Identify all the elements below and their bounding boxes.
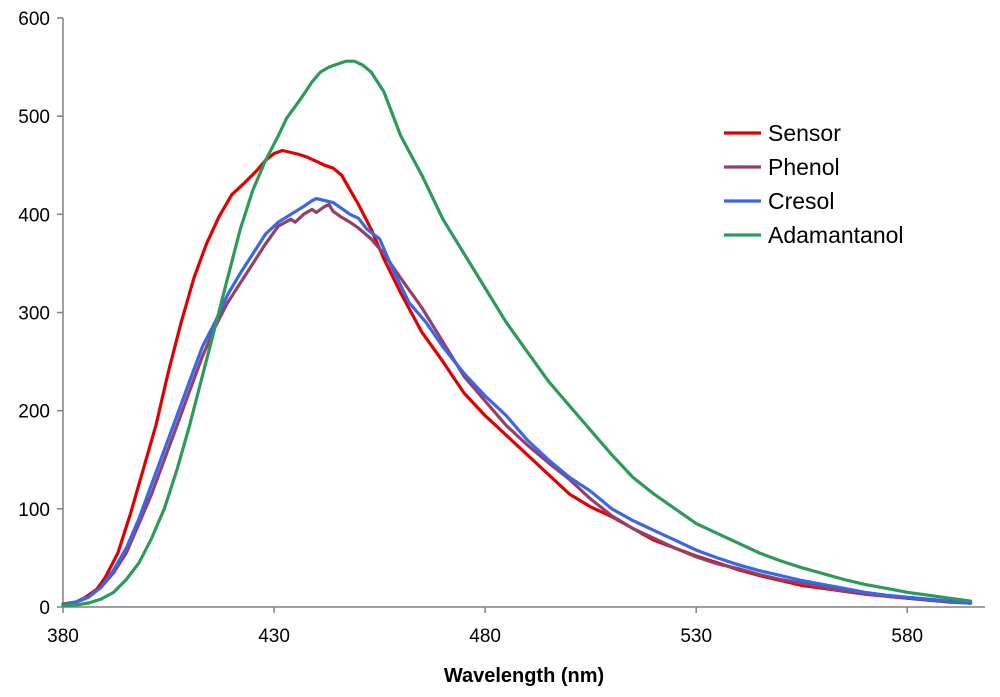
legend: Sensor Phenol Cresol Adamantanol <box>724 120 904 248</box>
x-tick-label: 380 <box>47 626 79 647</box>
series-line-sensor <box>61 148 973 606</box>
x-tick-label: 430 <box>258 626 290 647</box>
legend-label-adamantanol: Adamantanol <box>768 222 904 248</box>
x-tick-label: 580 <box>891 626 923 647</box>
legend-label-cresol: Cresol <box>768 188 834 214</box>
y-tick-label: 300 <box>18 304 50 325</box>
axes <box>62 18 985 608</box>
series-line-phenol <box>61 202 973 606</box>
y-tick-label: 200 <box>18 402 50 423</box>
y-tick-label: 500 <box>18 107 50 128</box>
x-axis-title: Wavelength (nm) <box>444 665 604 687</box>
y-tick-label: 100 <box>18 500 50 521</box>
legend-label-sensor: Sensor <box>768 120 841 146</box>
series-lines <box>61 59 973 608</box>
series-line-cresol <box>61 197 973 607</box>
tick-labels: 0 100 200 300 400 500 600 380 430 480 530 580 <box>18 9 923 647</box>
x-tick-label: 530 <box>680 626 712 647</box>
y-tick-label: 400 <box>18 205 50 226</box>
series-line-adamantanol <box>61 59 973 608</box>
tick-marks <box>57 17 908 613</box>
legend-label-phenol: Phenol <box>768 154 840 180</box>
y-tick-label: 600 <box>18 9 50 30</box>
x-tick-label: 480 <box>469 626 501 647</box>
y-tick-label: 0 <box>39 598 50 619</box>
